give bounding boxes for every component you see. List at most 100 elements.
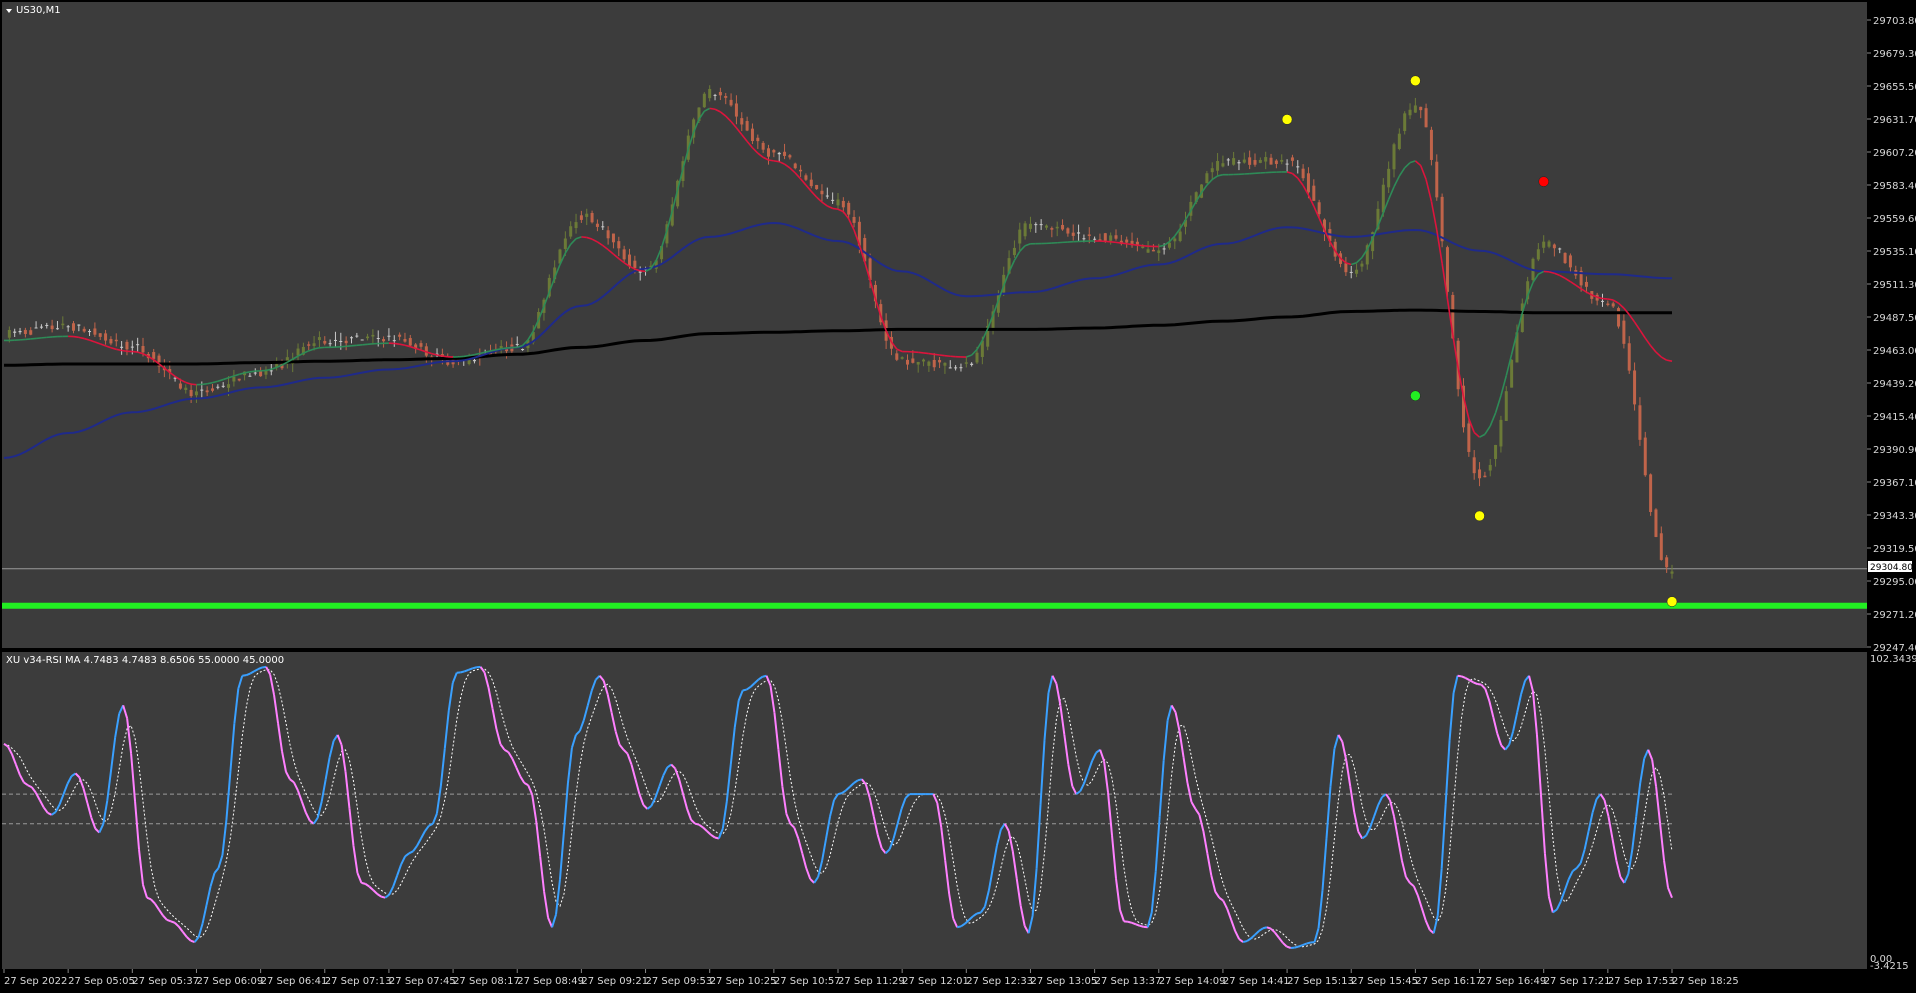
ema-fast-segment [1494, 395, 1502, 414]
ema-fast-segment [1526, 282, 1534, 296]
rsi-line-segment [277, 722, 283, 752]
candle-body [852, 216, 856, 223]
candle-body [1146, 249, 1150, 253]
rsi-line-segment [1222, 900, 1229, 910]
rsi-line-segment [1623, 873, 1630, 884]
time-tick-label: 27 Sep 13:05 [1030, 976, 1097, 987]
collapse-triangle-icon[interactable] [6, 9, 12, 13]
ema-fast-segment [1564, 277, 1571, 283]
rsi-line-segment [1400, 860, 1407, 878]
rsi-line-segment [1059, 705, 1066, 736]
rsi-line-segment [324, 756, 331, 780]
rsi-line-segment [396, 864, 403, 876]
candle-body [1290, 157, 1294, 161]
candle-body [628, 254, 631, 267]
rsi-line-segment [694, 822, 700, 826]
ema-fast-segment [816, 196, 823, 203]
rsi-line-segment [154, 903, 160, 911]
time-tick-label: 27 Sep 09:21 [581, 976, 648, 987]
rsi-line-segment [1647, 749, 1654, 761]
rsi-line-segment [209, 872, 216, 887]
rsi-line-segment [431, 813, 438, 825]
rsi-line-segment [7, 746, 13, 755]
ema-fast-segment [1217, 173, 1224, 177]
time-tick-label: 27 Sep 11:29 [838, 976, 905, 987]
rsi-line-segment [821, 838, 828, 861]
candle-body [799, 169, 803, 172]
rsi-line-segment [746, 686, 752, 691]
candle-body [1515, 332, 1519, 363]
rsi-line-segment [674, 768, 681, 780]
rsi-line-segment [586, 690, 593, 706]
candle-body [660, 246, 664, 260]
candle-body [1355, 269, 1359, 274]
rsi-line-segment [547, 917, 553, 928]
rsi-line-segment [721, 801, 728, 829]
rsi-line-segment [90, 817, 97, 829]
rsi-line-segment [1543, 853, 1550, 897]
rsi-line-segment [1532, 691, 1538, 736]
ema-fast-segment [180, 379, 187, 384]
ema-fast-segment [1452, 334, 1459, 369]
ema-fast-segment [276, 364, 283, 369]
candle-body [820, 190, 824, 195]
ema-fast-segment [222, 377, 229, 381]
rsi-line-segment [753, 678, 760, 684]
ema-fast-segment [612, 253, 620, 260]
candle-body [922, 359, 926, 362]
ema-fast-segment [1137, 244, 1143, 247]
ema-fast-segment [618, 257, 625, 264]
rsi-line-segment [82, 787, 89, 804]
rsi-line-segment [849, 782, 855, 788]
rsi-line-segment [242, 674, 247, 677]
rsi-line-segment [853, 779, 859, 784]
rsi-line-segment [725, 764, 732, 802]
candle-body [1274, 160, 1278, 164]
rsi-line-segment [420, 830, 426, 839]
rsi-min-label: -3.4215 [1870, 961, 1909, 972]
rsi-line-segment [1615, 860, 1622, 878]
rsi-line-segment [1512, 712, 1519, 732]
ema-fast-segment [596, 241, 604, 247]
rsi-line-segment [769, 685, 776, 713]
price-tick-label: 29511.30 [1873, 280, 1916, 291]
rsi-line-segment [762, 674, 767, 678]
rsi-line-segment [682, 793, 689, 810]
candle-body [750, 128, 754, 142]
rsi-line-segment [300, 801, 307, 813]
rsi-line-segment [138, 849, 144, 885]
rsi-line-segment [1186, 782, 1193, 803]
candle-body [23, 329, 27, 334]
candle-body [120, 346, 124, 348]
candle-body [216, 386, 220, 388]
rsi-line-segment [1567, 870, 1574, 880]
candle-body [1403, 113, 1407, 131]
rsi-line-segment [1353, 812, 1360, 832]
rsi-line-segment [428, 822, 434, 827]
rsi-line-segment [424, 825, 430, 832]
main-price-panel[interactable] [2, 2, 1867, 648]
rsi-line-segment [622, 749, 629, 755]
rsi-line-segment [110, 737, 117, 770]
rsi-line-segment [972, 912, 978, 918]
rsi-line-segment [237, 675, 244, 689]
candle-body [248, 375, 252, 377]
rsi-line-segment [1071, 785, 1078, 795]
ema-fast-segment [666, 210, 674, 231]
ema-fast-segment [501, 347, 507, 350]
rsi-line-segment [1270, 927, 1276, 934]
price-tick-label: 29703.80 [1873, 16, 1916, 27]
candle-body [253, 372, 257, 374]
rsi-line-segment [535, 820, 542, 857]
ema-fast-segment [1382, 198, 1390, 213]
rsi-line-segment [960, 922, 966, 928]
ema-fast-segment [966, 354, 972, 358]
ema-fast-segment [821, 201, 828, 207]
rsi-line-segment [948, 893, 955, 919]
ema-fast-segment [553, 264, 561, 279]
candle-body [1419, 106, 1423, 111]
rsi-line-segment [1131, 921, 1137, 926]
rsi-panel[interactable] [2, 652, 1867, 969]
ema-fast-segment [548, 277, 556, 293]
